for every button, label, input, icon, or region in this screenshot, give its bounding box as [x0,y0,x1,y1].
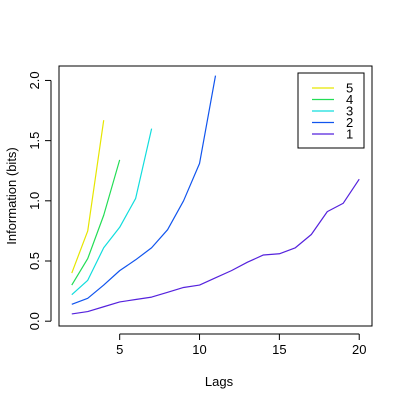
x-axis-label: Lags [205,374,234,389]
y-tick-label: 1.0 [27,192,42,210]
series-line-5 [71,120,105,274]
series-line-1 [71,178,360,315]
y-axis-label: Information (bits) [4,147,19,245]
legend-label: 3 [346,104,353,119]
y-tick-label: 0.5 [27,252,42,270]
plot-frame [58,65,373,327]
x-tick-label: 5 [116,342,123,357]
series-layer [71,75,360,315]
series-line-4 [71,159,121,286]
x-tick-label: 10 [192,342,206,357]
y-tick-label: 1.5 [27,132,42,150]
y-tick-label: 2.0 [27,71,42,89]
legend-label: 2 [346,115,353,130]
legend-label: 1 [346,127,353,142]
legend-label: 5 [346,81,353,96]
series-line-2 [71,75,217,305]
legend-label: 4 [346,92,353,107]
y-tick-label: 0.0 [27,312,42,330]
y-axis: 0.0 0.5 1.0 1.5 2.0 [27,71,52,330]
x-tick-label: 20 [352,342,366,357]
series-line-3 [71,128,153,296]
x-tick-label: 15 [272,342,286,357]
x-axis: 5 10 15 20 [116,333,366,357]
